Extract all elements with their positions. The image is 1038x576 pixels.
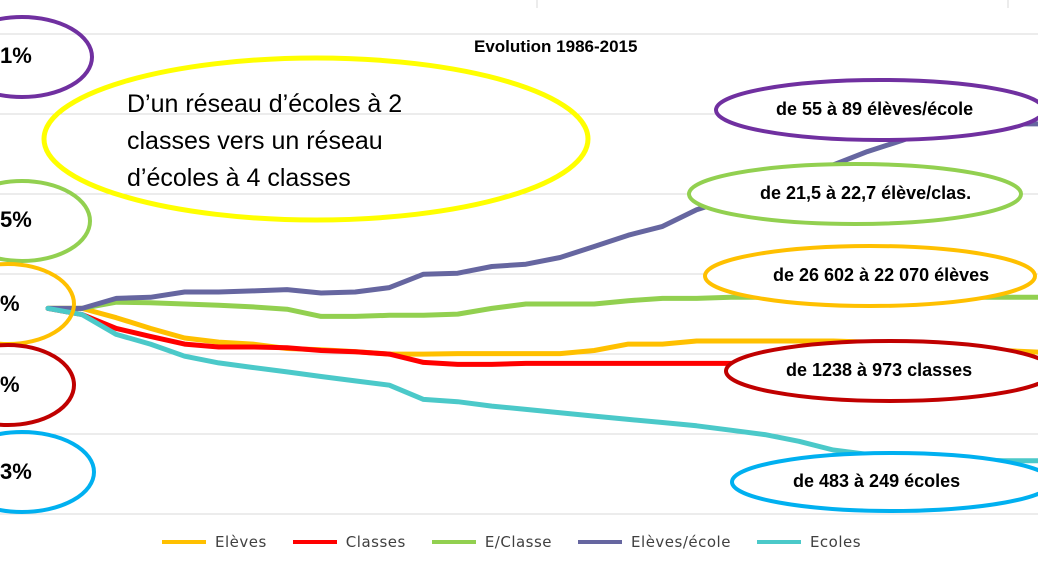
legend-item-1: Classes — [292, 533, 406, 551]
annotation-eleves-ecole: de 55 à 89 élèves/école — [776, 99, 974, 119]
annotation-eleves-classe: de 21,5 à 22,7 élève/clas. — [760, 183, 972, 203]
legend-item-0: Elèves — [162, 533, 267, 551]
legend-item-3: Elèves/école — [578, 533, 731, 551]
legend-label: Ecoles — [809, 533, 862, 551]
title-box-line-2: classes vers un réseau — [127, 127, 383, 155]
ellipse-left-2 — [0, 179, 92, 263]
title-box-line-1: D’un réseau d’écoles à 2 — [127, 90, 403, 118]
ellipse-ecoles — [730, 451, 1038, 513]
legend-swatch — [162, 540, 206, 544]
ellipse-eleves-classe — [687, 162, 1023, 226]
annotation-eleves: de 26 602 à 22 070 élèves — [773, 265, 990, 285]
annotation-ellipses — [0, 15, 1038, 514]
annotation-ecoles: de 483 à 249 écoles — [793, 471, 961, 491]
ellipse-eleves-ecole — [714, 78, 1038, 142]
chart-legend: Elèves Classes E/Classe Elèves/école Ecoles — [162, 530, 887, 554]
pct-label-5: 3% — [0, 459, 32, 484]
legend-swatch — [431, 540, 476, 544]
legend-item-4: Ecoles — [756, 533, 862, 551]
ellipse-left-1 — [0, 15, 94, 99]
ellipse-eleves — [703, 244, 1037, 308]
legend-item-2: E/Classe — [431, 533, 553, 551]
pct-label-2: 5% — [0, 207, 32, 232]
pct-label-4: % — [0, 372, 20, 397]
legend-label: E/Classe — [484, 533, 553, 551]
ellipse-classes — [724, 339, 1038, 403]
legend-label: Elèves/école — [631, 533, 731, 551]
pct-label-3: % — [0, 291, 20, 316]
ellipse-left-5 — [0, 430, 96, 514]
legend-label: Elèves — [215, 533, 267, 551]
series-line-3 — [45, 120, 1038, 311]
ellipse-left-4 — [0, 343, 76, 427]
chart-title: Evolution 1986-2015 — [474, 37, 638, 56]
legend-label: Classes — [345, 533, 406, 551]
legend-swatch — [578, 540, 623, 544]
legend-swatch — [292, 540, 337, 544]
ellipse-title-box — [41, 55, 591, 223]
title-box-line-3: d’écoles à 4 classes — [127, 164, 351, 192]
annotation-classes: de 1238 à 973 classes — [786, 360, 973, 380]
pct-label-1: 1% — [0, 43, 32, 68]
legend-swatch — [756, 540, 801, 544]
